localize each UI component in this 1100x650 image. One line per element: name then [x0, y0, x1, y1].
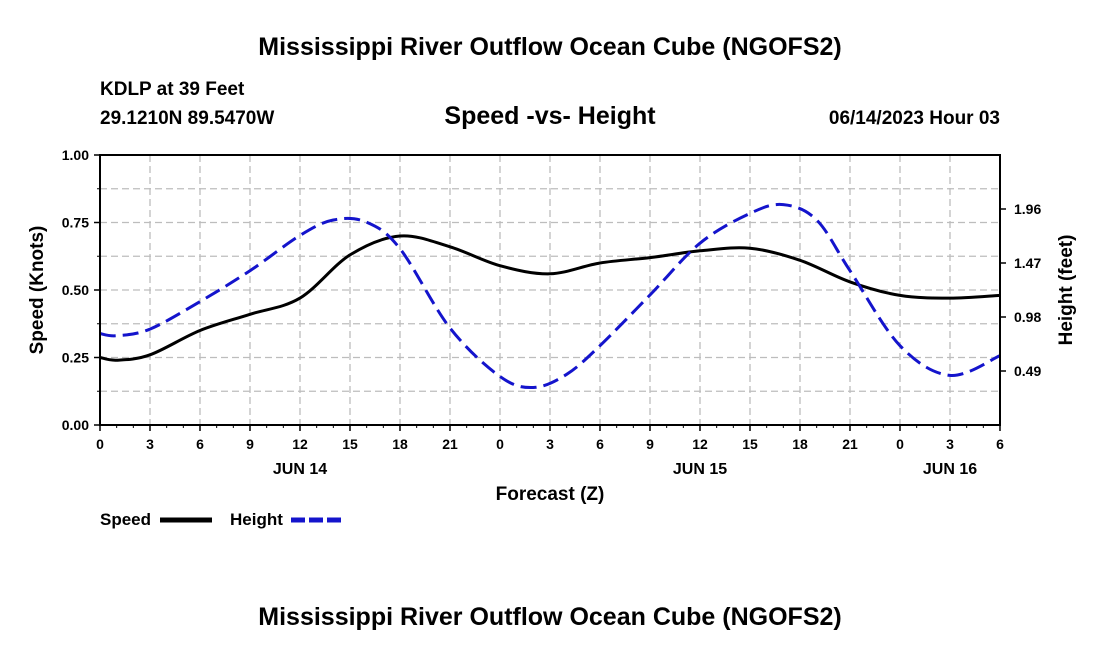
- date-label: JUN 15: [673, 461, 727, 478]
- x-tick-label: 15: [342, 436, 358, 452]
- y2-tick-label: 0.98: [1014, 309, 1041, 325]
- x-tick-label: 18: [792, 436, 808, 452]
- x-tick-label: 3: [146, 436, 154, 452]
- x-tick-label: 0: [896, 436, 904, 452]
- x-tick-label: 0: [496, 436, 504, 452]
- x-tick-label: 21: [842, 436, 858, 452]
- legend-speed-label: Speed: [100, 510, 151, 529]
- y-tick-label: 0.50: [62, 282, 89, 298]
- y2-tick-label: 1.47: [1014, 255, 1041, 271]
- x-tick-label: 15: [742, 436, 758, 452]
- date-label: JUN 16: [923, 461, 977, 478]
- footer-title: Mississippi River Outflow Ocean Cube (NG…: [258, 603, 841, 631]
- datetime-label: 06/14/2023 Hour 03: [829, 108, 1000, 129]
- grid-lines: [100, 155, 1000, 425]
- y-axis-title: Speed (Knots): [27, 226, 48, 355]
- y-tick-label: 1.00: [62, 147, 89, 163]
- series-line-height: [99, 202, 1001, 390]
- legend: Speed Height: [100, 510, 343, 529]
- main-title: Mississippi River Outflow Ocean Cube (NG…: [258, 33, 841, 61]
- chart-subtitle: Speed -vs- Height: [444, 102, 656, 130]
- x-tick-label: 18: [392, 436, 408, 452]
- x-tick-label: 6: [196, 436, 204, 452]
- date-label: JUN 14: [273, 461, 327, 478]
- legend-height-label: Height: [230, 510, 283, 529]
- axis-ticks: 0 3 6 9 12 15 18 21 0 3 6 9 12 15 18 21 0 3 6 JUN 14 JUN 15 J…: [62, 147, 1042, 478]
- y-tick-label: 0.75: [62, 215, 89, 231]
- x-tick-label: 6: [996, 436, 1004, 452]
- x-tick-label: 3: [546, 436, 554, 452]
- x-tick-label: 0: [96, 436, 104, 452]
- x-tick-label: 21: [442, 436, 458, 452]
- location-label: 29.1210N 89.5470W: [100, 108, 274, 129]
- x-tick-label: 12: [692, 436, 708, 452]
- series-line-speed: [99, 234, 1001, 362]
- station-label: KDLP at 39 Feet: [100, 79, 245, 100]
- x-tick-label: 9: [646, 436, 654, 452]
- y2-tick-label: 0.49: [1014, 363, 1041, 379]
- x-axis-title: Forecast (Z): [496, 484, 605, 505]
- y2-axis-title: Height (feet): [1056, 235, 1077, 346]
- y-tick-label: 0.25: [62, 350, 89, 366]
- series-group: [99, 202, 1001, 390]
- y2-tick-label: 1.96: [1014, 201, 1041, 217]
- x-tick-label: 3: [946, 436, 954, 452]
- y-tick-label: 0.00: [62, 417, 89, 433]
- x-tick-label: 12: [292, 436, 308, 452]
- x-tick-label: 6: [596, 436, 604, 452]
- x-tick-label: 9: [246, 436, 254, 452]
